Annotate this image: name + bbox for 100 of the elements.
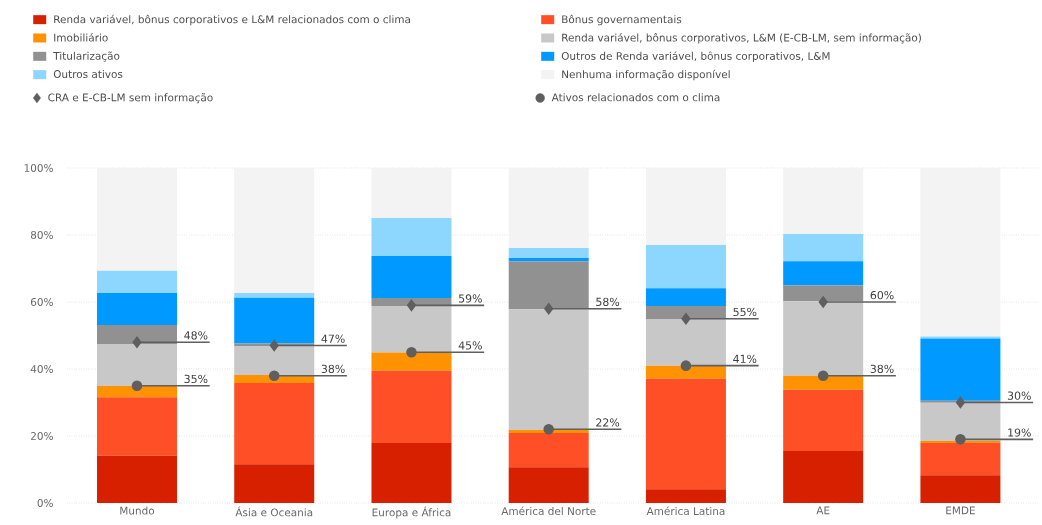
- bar: [508, 467, 589, 503]
- bar: [96, 455, 177, 503]
- point: [544, 302, 554, 315]
- point: [543, 424, 554, 435]
- bar: [371, 168, 452, 218]
- bar: [508, 258, 589, 262]
- y-tick-label: 100%: [24, 164, 53, 172]
- legend-label: Outros de Renda variável, bônus corporativos, L&M: [561, 51, 830, 62]
- bar: [920, 475, 1001, 503]
- point: [406, 346, 417, 358]
- legend-label: CRA e E-CB-LM sem informação: [48, 93, 213, 104]
- legend-label: Ativos relacionados com o clima: [551, 93, 720, 102]
- point: [268, 370, 280, 381]
- point: [955, 396, 965, 409]
- x-tick-label: Europa e África: [372, 506, 451, 519]
- bar: [234, 383, 315, 465]
- data-label: 30%: [1007, 391, 1031, 400]
- legend-label: Imobiliário: [54, 33, 108, 42]
- bar: [234, 345, 315, 376]
- legend-label: Outros ativos: [53, 69, 123, 79]
- bar: [783, 389, 864, 452]
- bar: [783, 301, 864, 376]
- data-label: 35%: [184, 374, 208, 384]
- bar: [920, 402, 1001, 442]
- bar: [508, 248, 589, 259]
- bar: [234, 297, 315, 344]
- bar: [920, 338, 1001, 401]
- bar: [783, 375, 864, 390]
- x-tick-label: Ásia e Oceania: [235, 506, 313, 517]
- bar: [234, 292, 315, 298]
- data-label: 60%: [870, 291, 894, 300]
- bar: [508, 432, 589, 468]
- bar: [371, 443, 452, 503]
- bar: [234, 168, 315, 293]
- data-label: 38%: [870, 364, 894, 374]
- legend-label: Renda variável, bônus corporativos e L&M relacionados com o clima: [54, 14, 410, 26]
- bar: [783, 451, 864, 503]
- bar: [96, 343, 177, 387]
- bar: [645, 378, 726, 490]
- point: [680, 360, 692, 371]
- point: [132, 336, 142, 348]
- bar: [96, 168, 177, 271]
- data-label: 48%: [184, 331, 208, 340]
- x-tick-label: EMDE: [946, 506, 975, 515]
- bar: [96, 325, 177, 344]
- point: [955, 434, 966, 445]
- x-tick-label: América Latina: [646, 506, 725, 516]
- data-label: 59%: [458, 294, 482, 303]
- data-label: 38%: [321, 364, 345, 374]
- y-tick-label: 20%: [30, 432, 53, 440]
- legend-label: Nenhuma informação disponível: [562, 69, 730, 81]
- bar: [371, 306, 452, 353]
- bar: [96, 386, 177, 398]
- bar: [645, 489, 726, 503]
- bar: [508, 168, 589, 249]
- y-tick-label: 40%: [30, 365, 53, 373]
- y-tick-label: 0%: [37, 499, 53, 507]
- bar: [371, 256, 452, 298]
- point: [681, 312, 691, 325]
- point: [817, 370, 829, 381]
- bar: [645, 365, 726, 379]
- bar: [783, 168, 864, 234]
- x-tick-label: América del Norte: [501, 506, 596, 516]
- y-tick-label: 60%: [30, 298, 53, 306]
- point: [269, 339, 279, 352]
- bar: [783, 261, 864, 286]
- bar: [371, 217, 452, 257]
- legend-label: Bônus governamentais: [562, 14, 682, 26]
- point: [131, 380, 143, 392]
- bar: [508, 261, 589, 310]
- bar: [920, 336, 1001, 339]
- data-label: 47%: [321, 334, 345, 343]
- point: [406, 299, 416, 312]
- bar: [645, 168, 726, 246]
- legend-label: Renda variável, bônus corporativos, L&M (E-CB-LM, sem informação): [562, 33, 921, 44]
- data-label: 58%: [596, 297, 620, 306]
- bar: [96, 270, 177, 293]
- x-tick-label: Mundo: [120, 506, 155, 515]
- bar: [508, 309, 589, 430]
- bar: [645, 306, 726, 320]
- point: [818, 296, 828, 308]
- bar: [645, 245, 726, 289]
- data-label: 22%: [596, 418, 620, 427]
- bar: [645, 319, 726, 366]
- legend-label: Titularização: [53, 51, 120, 62]
- bar: [96, 397, 177, 456]
- bar: [371, 352, 452, 371]
- bar: [920, 168, 1001, 337]
- data-label: 19%: [1008, 428, 1031, 437]
- bar: [96, 292, 177, 326]
- bar: [783, 233, 864, 262]
- bar: [371, 370, 452, 444]
- bar: [645, 288, 726, 307]
- y-tick-label: 80%: [30, 231, 53, 239]
- bar: [783, 285, 864, 302]
- data-label: 41%: [733, 354, 757, 363]
- data-label: 45%: [458, 341, 482, 350]
- data-label: 55%: [733, 307, 757, 317]
- bar: [234, 464, 315, 503]
- bar: [920, 443, 1001, 476]
